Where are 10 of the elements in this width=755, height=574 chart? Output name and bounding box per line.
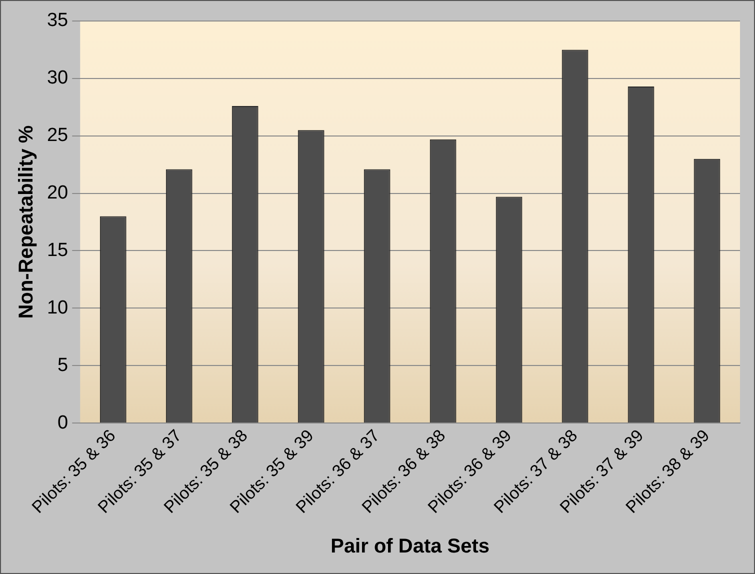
y-tick-label: 25 (46, 125, 68, 146)
y-tick-label: 30 (46, 68, 68, 89)
y-tick-label: 5 (58, 354, 68, 376)
y-tick-label: 20 (46, 182, 68, 204)
y-tick-label: 0 (58, 412, 68, 434)
y-axis-title: Non-Repeatability % (16, 125, 38, 319)
y-tick-label: 10 (46, 297, 68, 318)
y-tick-label: 15 (46, 240, 68, 261)
x-axis-title: Pair of Data Sets (330, 536, 490, 558)
y-tick-label: 35 (46, 10, 68, 32)
